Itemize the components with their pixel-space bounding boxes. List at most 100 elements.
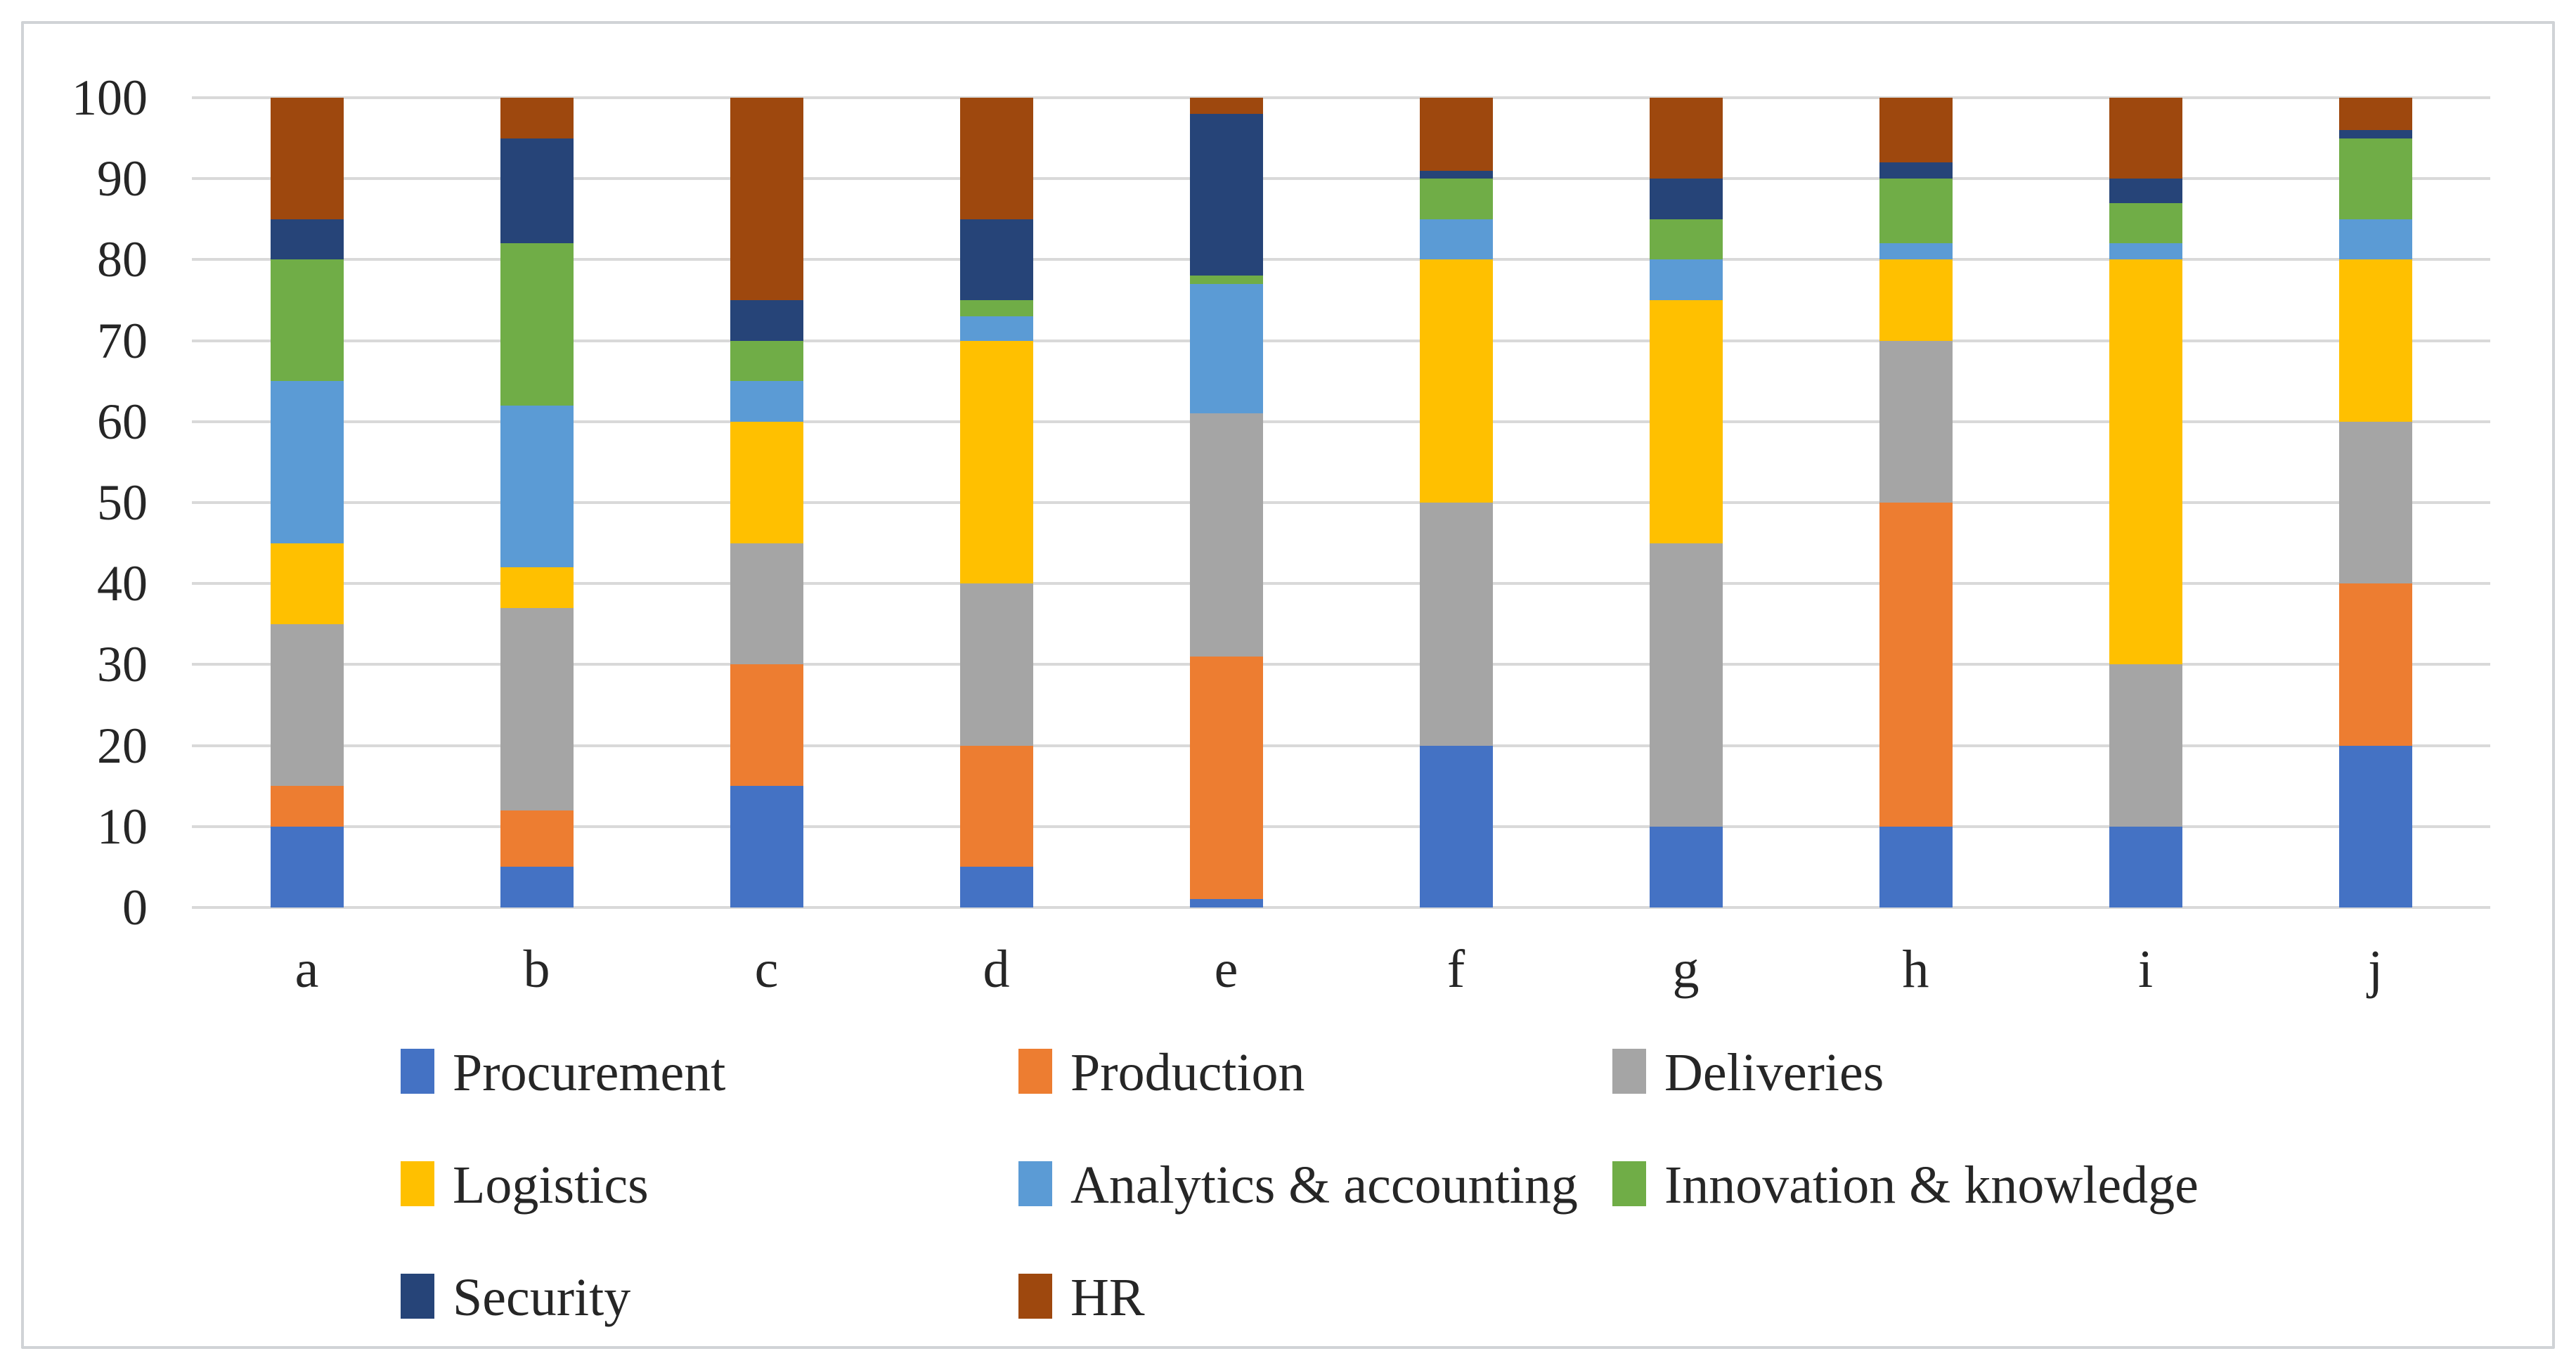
bar-e-segment-hr [1189,98,1263,115]
bar-c-segment-deliveries [730,543,803,665]
bar-h-segment-logistics [1879,259,1953,341]
bar-i [2109,98,2182,907]
bar-i-segment-logistics [2109,259,2182,665]
bar-b-segment-hr [500,98,574,138]
bar-a-segment-deliveries [270,623,344,787]
bar-h [1879,98,1953,907]
bar-b-segment-production [500,810,574,867]
legend-item-hr: HR [1018,1271,1612,1324]
legend-item-logistics: Logistics [401,1156,1018,1215]
bar-d-segment-innovation-knowledge [959,300,1033,317]
bar-i-segment-procurement [2109,826,2182,907]
bar-a-segment-logistics [270,543,344,624]
bar-f-segment-hr [1419,98,1493,171]
x-category-label-g: g [1672,940,1700,999]
bar-d-segment-deliveries [959,583,1033,746]
bar-e-segment-analytics-accounting [1189,283,1263,414]
bar-h-segment-production [1879,503,1953,827]
gridline-80 [192,258,2490,261]
y-tick-label-0: 0 [122,879,148,936]
x-category-label-b: b [523,940,550,999]
bar-f-segment-security [1419,170,1493,179]
bar-c-segment-security [730,300,803,341]
gridline-70 [192,339,2490,342]
y-tick-label-80: 80 [97,231,148,288]
bar-d-segment-procurement [959,867,1033,907]
bar-a-segment-production [270,786,344,827]
bar-j-segment-procurement [2338,745,2412,907]
bar-b-segment-analytics-accounting [500,405,574,568]
gridline-40 [192,582,2490,586]
bar-e-segment-procurement [1189,899,1263,907]
bar-g-segment-innovation-knowledge [1649,219,1723,260]
legend-swatch-logistics [401,1161,434,1206]
bar-g-segment-deliveries [1649,543,1723,827]
bar-i-segment-hr [2109,98,2182,179]
legend-item-security: Security [401,1268,1018,1327]
bar-i-segment-deliveries [2109,664,2182,827]
bar-a-segment-security [270,219,344,260]
bar-c-segment-production [730,664,803,787]
bar-c [730,98,803,907]
bar-f-segment-logistics [1419,259,1493,503]
y-tick-label-90: 90 [97,150,148,207]
bar-c-segment-analytics-accounting [730,381,803,422]
bar-g-segment-analytics-accounting [1649,259,1723,301]
bar-j-segment-security [2338,130,2412,138]
bar-h-segment-analytics-accounting [1879,243,1953,260]
legend-swatch-hr [1018,1274,1052,1319]
y-tick-label-40: 40 [97,555,148,612]
legend-label-logistics: Logistics [453,1156,649,1215]
bar-e [1189,98,1263,907]
gridline-60 [192,420,2490,423]
legend-item-innovation-knowledge: Innovation & knowledge [1612,1156,2199,1215]
legend-item-production: Production [1018,1043,1612,1102]
bar-d-segment-logistics [959,340,1033,584]
bar-i-segment-security [2109,179,2182,203]
x-category-label-i: i [2137,940,2154,999]
legend-swatch-procurement [401,1049,434,1094]
gridline-30 [192,663,2490,666]
x-category-label-f: f [1446,940,1465,999]
x-category-label-e: e [1214,940,1238,999]
bar-h-segment-innovation-knowledge [1879,179,1953,244]
bar-g-segment-security [1649,179,1723,219]
bar-h-segment-procurement [1879,826,1953,907]
bar-i-segment-analytics-accounting [2109,243,2182,260]
legend-label-deliveries: Deliveries [1664,1043,1884,1102]
bar-a-segment-analytics-accounting [270,381,344,543]
legend-swatch-innovation-knowledge [1612,1161,1646,1206]
bar-a [270,98,344,907]
legend: Procurement Production Deliveries Logistics… [401,1043,2199,1327]
legend-label-production: Production [1070,1043,1305,1102]
legend-label-security: Security [453,1268,631,1327]
legend-label-innovation-knowledge: Innovation & knowledge [1664,1156,2199,1215]
gridline-100 [192,96,2490,99]
legend-item-analytics-accounting: Analytics & accounting [1018,1156,1612,1215]
bar-a-segment-hr [270,98,344,219]
gridline-90 [192,177,2490,181]
bar-d-segment-hr [959,98,1033,219]
bar-c-segment-hr [730,98,803,301]
bar-f-segment-analytics-accounting [1419,219,1493,260]
x-category-label-h: h [1902,940,1929,999]
legend-label-analytics-accounting: Analytics & accounting [1070,1156,1578,1215]
bar-e-segment-deliveries [1189,413,1263,657]
bar-b-segment-deliveries [500,607,574,810]
gridline-0 [192,906,2490,909]
bar-e-segment-innovation-knowledge [1189,276,1263,284]
y-tick-label-70: 70 [97,312,148,369]
bar-j-segment-production [2338,583,2412,746]
y-tick-label-60: 60 [97,393,148,450]
bar-g-segment-hr [1649,98,1723,179]
legend-item-deliveries: Deliveries [1612,1043,2199,1102]
bar-d-segment-analytics-accounting [959,316,1033,341]
bar-j-segment-logistics [2338,259,2412,422]
legend-swatch-production [1018,1049,1052,1094]
bar-b-segment-security [500,138,574,244]
bar-j [2338,98,2412,907]
bar-j-segment-deliveries [2338,421,2412,584]
bar-h-segment-security [1879,162,1953,179]
bar-d-segment-security [959,219,1033,301]
